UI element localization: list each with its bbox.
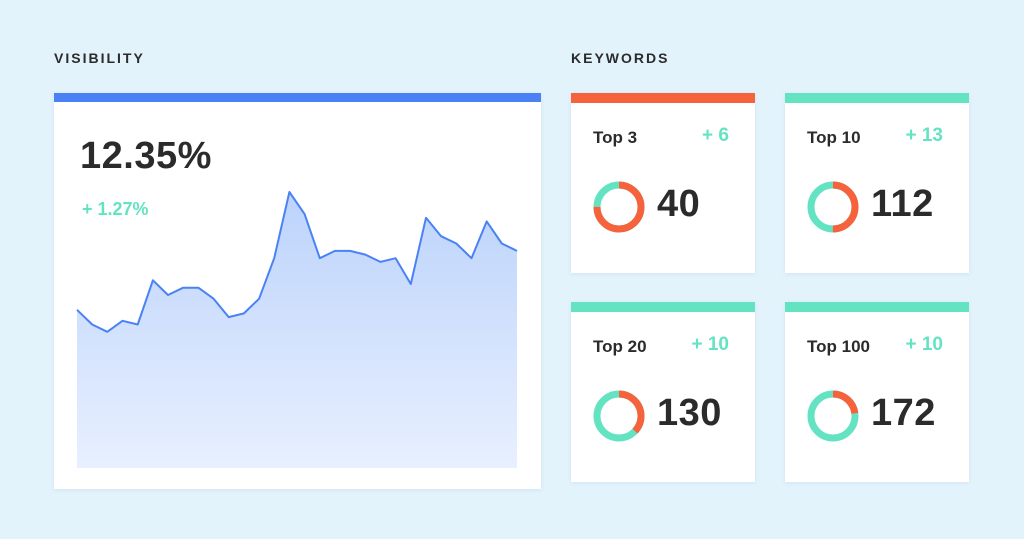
card-accent-bar <box>785 302 969 312</box>
card-accent-bar <box>785 93 969 103</box>
keyword-card-top-100: Top 100 + 10 172 <box>785 302 969 482</box>
keyword-card-top-20: Top 20 + 10 130 <box>571 302 755 482</box>
card-label: Top 10 <box>807 128 861 147</box>
visibility-area-chart <box>76 191 518 468</box>
card-count: 172 <box>871 392 936 434</box>
card-label: Top 20 <box>593 337 647 356</box>
donut-chart-icon <box>807 181 859 233</box>
donut-chart-icon <box>593 390 645 442</box>
card-change: + 13 <box>905 125 943 146</box>
card-label: Top 100 <box>807 337 870 356</box>
visibility-section-title: VISIBILITY <box>54 50 145 66</box>
card-accent-bar <box>571 302 755 312</box>
keyword-card-top-10: Top 10 + 13 112 <box>785 93 969 273</box>
card-change: + 10 <box>905 334 943 355</box>
visibility-card: 12.35% + 1.27% <box>54 93 541 489</box>
chart-line <box>76 191 518 333</box>
keywords-section-title: KEYWORDS <box>571 50 670 66</box>
card-label: Top 3 <box>593 128 638 147</box>
card-change: + 10 <box>691 334 729 355</box>
visibility-accent-bar <box>54 93 541 102</box>
card-count: 130 <box>657 392 722 434</box>
card-count: 112 <box>871 183 934 225</box>
card-count: 40 <box>657 183 701 225</box>
chart-area-fill <box>77 192 517 468</box>
visibility-value: 12.35% <box>80 135 212 177</box>
card-change: + 6 <box>702 125 729 146</box>
card-accent-bar <box>571 93 755 103</box>
donut-chart-icon <box>593 181 645 233</box>
visibility-change: + 1.27% <box>82 199 149 219</box>
donut-chart-icon <box>807 390 859 442</box>
keyword-card-top-3: Top 3 + 6 40 <box>571 93 755 273</box>
